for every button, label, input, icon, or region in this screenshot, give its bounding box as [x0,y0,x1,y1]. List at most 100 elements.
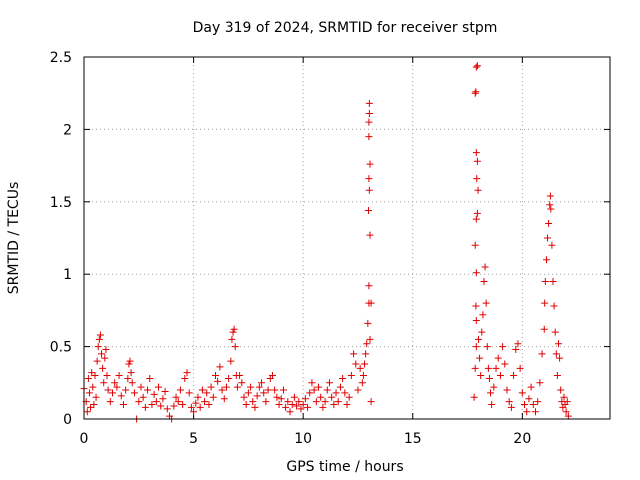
data-point [562,408,570,416]
data-point [350,350,358,358]
data-point [319,403,327,411]
data-point [93,357,101,365]
data-point [209,393,217,401]
data-point [549,277,557,285]
data-point [185,389,193,397]
data-point [87,403,95,411]
data-point [212,372,219,380]
data-point [127,369,135,377]
data-point [472,317,480,325]
data-point [198,386,206,394]
data-point [163,405,171,413]
data-point [479,311,487,319]
data-point [282,403,290,411]
data-point [268,372,276,380]
data-point [170,402,178,410]
data-point [347,372,355,380]
data-point [262,398,270,406]
data-point [473,157,481,165]
data-point [503,386,511,394]
data-point [249,398,257,406]
data-point [512,345,520,353]
data-point [478,328,486,336]
data-point [144,386,152,394]
data-point [275,401,283,409]
data-point [527,383,535,391]
data-point [541,277,549,285]
data-point [531,408,539,416]
x-tick-label: 5 [189,431,198,447]
data-point [546,192,554,200]
data-point [544,234,552,242]
y-tick-label: 0.5 [50,340,72,356]
data-point [240,393,248,401]
data-point [362,350,370,358]
data-point [273,393,281,401]
data-point [546,201,554,209]
data-point [492,364,500,372]
data-point [159,395,167,403]
data-point [476,354,484,362]
data-point [128,379,136,387]
data-point [521,401,529,409]
data-point [366,160,374,168]
data-point [99,364,107,372]
data-point [192,399,200,407]
data-point [507,403,515,411]
data-point [106,398,114,406]
data-point [295,398,303,406]
data-point [471,89,479,97]
x-tick-label: 0 [80,431,89,447]
data-point [523,408,531,416]
data-point [98,350,106,358]
data-point [540,325,548,333]
data-point [228,335,236,343]
data-point [545,220,553,228]
data-point [279,386,287,394]
data-point [301,395,309,403]
data-point [501,360,509,368]
data-point [90,401,98,409]
data-point [488,401,496,409]
data-point [485,374,493,382]
data-point [205,401,213,409]
data-point [196,403,204,411]
data-point [216,363,224,371]
data-point [564,412,572,420]
data-point [547,205,555,213]
data-point [83,408,91,416]
data-point [277,395,285,403]
data-point [108,389,116,397]
data-point [490,383,498,391]
plot-frame [83,56,611,420]
data-point [325,379,333,387]
data-point [113,383,121,391]
data-point [122,386,130,394]
data-point [472,269,480,277]
data-point [328,393,336,401]
data-point [89,383,97,391]
data-point [482,299,490,307]
data-point [115,372,123,380]
y-tick-label: 2.5 [50,50,72,66]
data-point [101,354,109,362]
data-point [247,383,255,391]
data-point [536,379,544,387]
data-point [304,403,312,411]
data-point [155,383,163,391]
y-tick-label: 1.5 [50,195,72,211]
y-axis-label: SRMTID / TECUs [6,182,22,295]
data-point [157,402,165,410]
data-point [473,62,481,70]
data-point [271,386,279,394]
data-point [95,335,103,343]
data-point [321,398,329,406]
data-point [481,263,489,271]
data-point [352,360,360,368]
data-point [365,99,373,107]
data-point [125,360,133,368]
data-point [480,277,488,285]
data-point [222,383,230,391]
data-point [88,369,96,377]
